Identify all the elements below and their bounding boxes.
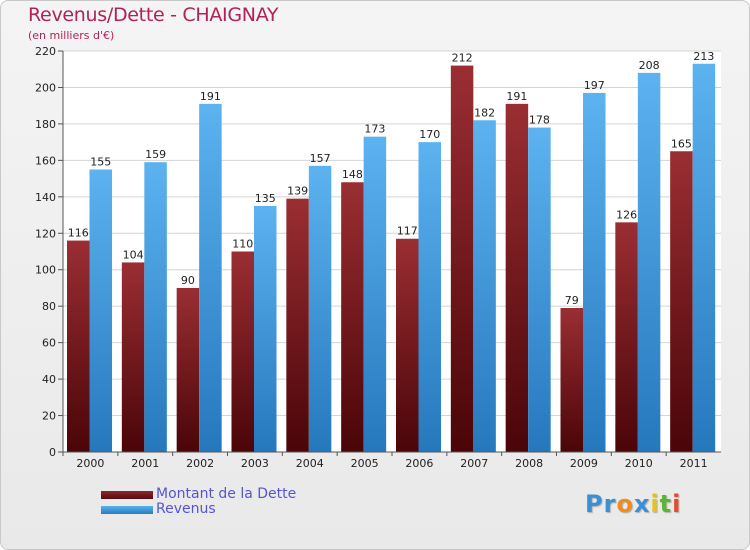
bar-dette-2009 (560, 308, 583, 452)
bar-chart: 116 155 104 159 90 191 110 135 139 157 148 173 117 17… (35, 45, 721, 470)
data-label-revenus-2011: 213 (693, 50, 714, 63)
bar-dette-2004 (286, 198, 309, 452)
logo-letter: P (585, 490, 604, 518)
bars (67, 63, 716, 453)
x-tick-label: 2003 (241, 457, 269, 470)
data-label-dette-2005: 148 (342, 168, 363, 181)
y-tick-label: 0 (49, 446, 56, 459)
y-tick-label: 40 (42, 373, 56, 386)
logo-letter: i (650, 490, 660, 518)
y-tick-label: 60 (42, 337, 56, 350)
chart-subtitle: (en milliers d'€) (28, 29, 115, 42)
bar-revenus-2011 (692, 63, 716, 452)
data-label-dette-2010: 126 (616, 208, 637, 221)
bar-dette-2005 (341, 182, 364, 452)
x-tick-label: 2009 (570, 457, 598, 470)
bar-dette-2008 (505, 103, 529, 452)
y-tick-label: 20 (42, 410, 56, 423)
data-label-revenus-2003: 135 (255, 192, 276, 205)
bar-revenus-2005 (363, 136, 387, 452)
data-label-dette-2000: 116 (68, 227, 89, 240)
x-tick-label: 2000 (76, 457, 104, 470)
logo-letter: i (672, 490, 682, 518)
x-tick-label: 2004 (296, 457, 324, 470)
y-tick-label: 140 (35, 191, 56, 204)
x-tick-label: 2011 (680, 457, 708, 470)
plot-area (63, 51, 721, 452)
grid-lines (63, 50, 721, 453)
bar-revenus-2007 (473, 120, 496, 452)
bar-dette-2006 (396, 238, 419, 452)
y-tick-label: 200 (35, 81, 56, 94)
bar-dette-2010 (615, 222, 638, 452)
bar-revenus-2010 (637, 72, 661, 452)
data-label-dette-2003: 110 (232, 238, 253, 251)
y-tick-label: 180 (35, 118, 56, 131)
x-tick-label: 2001 (131, 457, 159, 470)
data-label-dette-2008: 191 (506, 90, 527, 103)
data-label-revenus-2010: 208 (639, 59, 660, 72)
data-label-dette-2007: 212 (452, 52, 473, 65)
logo-letter: r (603, 490, 617, 518)
bar-dette-2000 (67, 240, 90, 452)
data-label-revenus-2000: 155 (90, 155, 111, 168)
bar-revenus-2009 (583, 92, 606, 452)
bar-dette-2011 (670, 151, 693, 452)
y-tick-label: 220 (35, 45, 56, 58)
legend: Montant de la Dette Revenus (101, 487, 296, 517)
data-label-dette-2004: 139 (287, 185, 308, 198)
x-tick-label: 2002 (186, 457, 214, 470)
data-label-revenus-2005: 173 (364, 123, 385, 136)
x-tick-label: 2007 (460, 457, 488, 470)
data-labels: 116 155 104 159 90 191 110 135 139 157 148 173 117 17… (68, 50, 715, 307)
axes: 0 20 40 60 80 100 120 140 160 180 200 220 2000 2001 20… (35, 45, 721, 470)
bar-revenus-2003 (254, 205, 277, 452)
data-label-dette-2001: 104 (123, 248, 144, 261)
data-label-revenus-2006: 170 (419, 128, 440, 141)
bar-revenus-2002 (199, 103, 222, 452)
y-tick-label: 120 (35, 227, 56, 240)
bar-revenus-2008 (528, 127, 551, 453)
legend-swatch-revenus (101, 505, 153, 514)
proxiti-logo: Proxiti (585, 490, 681, 518)
data-label-revenus-2004: 157 (310, 152, 331, 165)
data-label-revenus-2001: 159 (145, 148, 166, 161)
legend-label-revenus: Revenus (156, 501, 216, 517)
legend-label-dette: Montant de la Dette (156, 486, 297, 502)
y-tick-label: 160 (35, 154, 56, 167)
x-tick-label: 2008 (515, 457, 543, 470)
legend-item-revenus: Revenus (101, 502, 296, 517)
bar-revenus-2001 (144, 162, 167, 452)
y-tick-label: 80 (42, 300, 56, 313)
bar-dette-2003 (231, 251, 254, 452)
logo-letter: x (633, 490, 651, 518)
logo-letter: o (616, 490, 634, 518)
bar-revenus-2004 (308, 165, 332, 452)
data-label-dette-2009: 79 (565, 294, 579, 307)
data-label-revenus-2008: 178 (529, 114, 550, 127)
data-label-revenus-2007: 182 (474, 106, 495, 119)
data-label-dette-2006: 117 (397, 225, 418, 238)
data-label-revenus-2009: 197 (584, 79, 605, 92)
bar-revenus-2000 (89, 169, 112, 452)
legend-swatch-dette (101, 490, 153, 499)
x-tick-label: 2005 (351, 457, 379, 470)
bar-revenus-2006 (418, 142, 441, 453)
data-label-revenus-2002: 191 (200, 90, 221, 103)
chart-title: Revenus/Dette - CHAIGNAY (28, 4, 279, 26)
bar-dette-2002 (176, 287, 200, 452)
x-tick-label: 2006 (405, 457, 433, 470)
y-tick-label: 100 (35, 264, 56, 277)
data-label-dette-2002: 90 (181, 274, 195, 287)
x-tick-label: 2010 (625, 457, 653, 470)
data-label-dette-2011: 165 (671, 137, 692, 150)
bar-dette-2007 (450, 65, 474, 452)
bar-dette-2001 (121, 262, 145, 452)
legend-item-dette: Montant de la Dette (101, 487, 296, 502)
logo-letter: t (659, 490, 673, 518)
